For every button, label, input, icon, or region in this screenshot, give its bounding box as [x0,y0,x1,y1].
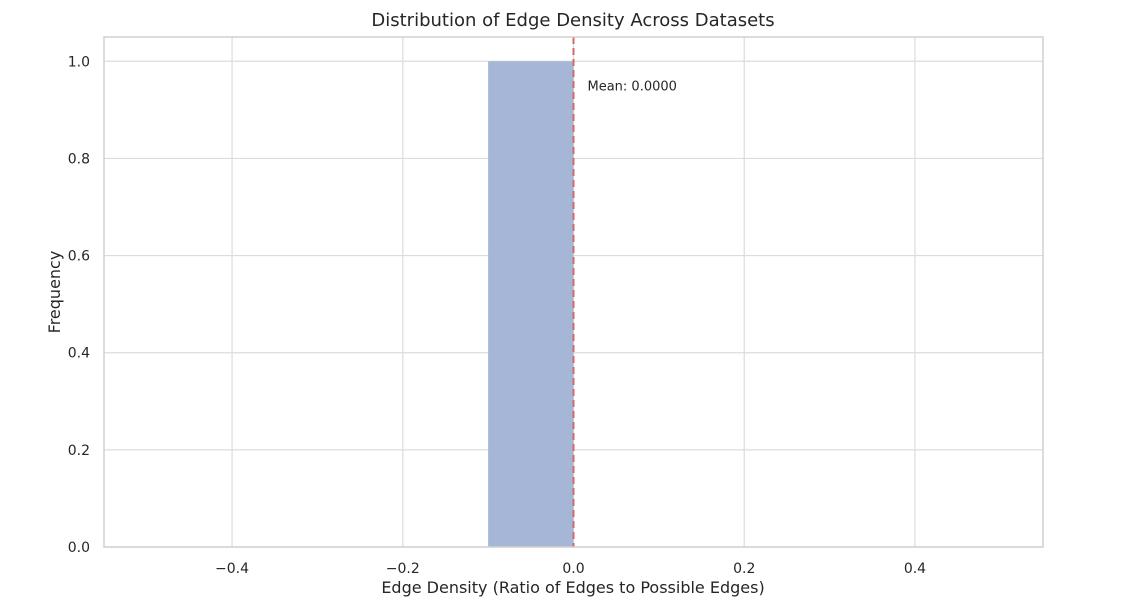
x-axis-title: Edge Density (Ratio of Edges to Possible… [381,578,764,597]
y-axis-title: Frequency [45,251,64,334]
y-tick-label: 0.8 [68,151,90,167]
chart-title: Distribution of Edge Density Across Data… [371,10,774,31]
x-tick-label: −0.2 [386,561,420,577]
histogram-bar [488,61,574,548]
y-tick-labels: 0.0 0.2 0.4 0.6 0.8 1.0 [68,54,90,556]
x-tick-label: 0.0 [562,561,584,577]
y-tick-label: 0.2 [68,443,90,459]
x-tick-label: −0.4 [215,561,249,577]
y-tick-label: 0.6 [68,249,90,265]
x-tick-labels: −0.4 −0.2 0.0 0.2 0.4 [215,561,926,577]
x-tick-label: 0.4 [904,561,926,577]
plot-frame [103,36,1044,548]
y-tick-label: 0.4 [68,346,90,362]
y-tick-label: 0.0 [68,540,90,556]
mean-marker: Mean: 0.0000 [572,37,677,547]
bars [488,61,574,548]
x-tick-label: 0.2 [733,561,755,577]
mean-label: Mean: 0.0000 [588,80,677,95]
y-tick-label: 1.0 [68,54,90,70]
